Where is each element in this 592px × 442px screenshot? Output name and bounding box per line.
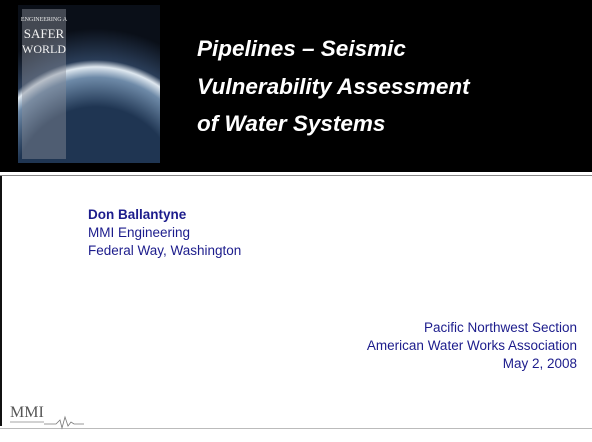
footer-line [0, 428, 592, 429]
title: Vulnerability Assessment [197, 74, 470, 100]
image-text: SAFER [24, 26, 65, 41]
image-text: ENGINEERING A [21, 17, 68, 23]
event-line: Pacific Northwest Section [424, 320, 577, 335]
author-organization: MMI Engineering [88, 225, 190, 240]
event-line: American Water Works Association [367, 338, 577, 353]
author-name: Don Ballantyne [88, 207, 186, 222]
event-line: May 2, 2008 [503, 356, 577, 371]
slide: ENGINEERING A SAFER WORLD Pipelines – Se… [0, 0, 592, 442]
divider [0, 172, 592, 176]
title: of Water Systems [197, 111, 385, 137]
border [0, 176, 2, 426]
title-banner: ENGINEERING A SAFER WORLD Pipelines – Se… [0, 0, 592, 172]
logo: MMI [8, 402, 88, 430]
logo-text: MMI [10, 404, 44, 421]
title: Pipelines – Seismic [197, 36, 406, 62]
image-text: WORLD [22, 42, 66, 56]
author-location: Federal Way, Washington [88, 243, 241, 258]
banner-image: ENGINEERING A SAFER WORLD [18, 5, 160, 163]
